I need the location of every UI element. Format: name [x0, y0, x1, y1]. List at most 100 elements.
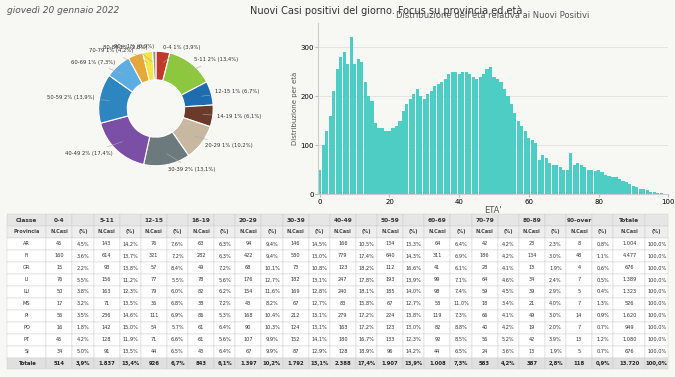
- Text: 12-15 1% (6,7%): 12-15 1% (6,7%): [202, 89, 260, 96]
- Bar: [475, 79, 478, 195]
- Bar: [479, 77, 482, 195]
- Bar: [580, 165, 583, 195]
- Bar: [472, 77, 475, 195]
- Bar: [322, 145, 325, 195]
- Bar: [643, 190, 645, 195]
- Bar: [409, 99, 412, 195]
- Bar: [576, 162, 579, 195]
- Bar: [482, 74, 485, 195]
- Bar: [402, 111, 405, 195]
- Bar: [527, 138, 531, 195]
- Bar: [493, 77, 495, 195]
- Bar: [587, 170, 590, 195]
- Text: 14-19 1% (6,1%): 14-19 1% (6,1%): [203, 114, 262, 119]
- Bar: [572, 165, 576, 195]
- Bar: [332, 91, 335, 195]
- Bar: [562, 170, 565, 195]
- Bar: [440, 81, 443, 195]
- Bar: [343, 52, 346, 195]
- Title: Distribuzione dell'età relativa ai Nuovi Positivi: Distribuzione dell'età relativa ai Nuovi…: [396, 11, 590, 20]
- Bar: [653, 192, 656, 195]
- Bar: [398, 121, 402, 195]
- Bar: [371, 101, 374, 195]
- Text: 50-59 2% (13,9%): 50-59 2% (13,9%): [47, 95, 109, 100]
- Text: 5-11 2% (13,4%): 5-11 2% (13,4%): [186, 57, 238, 72]
- Wedge shape: [182, 82, 213, 107]
- Bar: [639, 188, 642, 195]
- Bar: [447, 74, 450, 195]
- Bar: [618, 179, 621, 195]
- Bar: [329, 116, 332, 195]
- Bar: [451, 72, 454, 195]
- Bar: [541, 155, 544, 195]
- Bar: [461, 72, 464, 195]
- Bar: [443, 79, 447, 195]
- Wedge shape: [183, 105, 213, 127]
- Bar: [416, 89, 419, 195]
- Bar: [423, 99, 426, 195]
- Bar: [559, 167, 562, 195]
- Bar: [632, 185, 635, 195]
- Bar: [566, 170, 569, 195]
- Bar: [374, 123, 377, 195]
- Bar: [458, 74, 461, 195]
- Bar: [583, 167, 586, 195]
- Bar: [664, 194, 666, 195]
- Bar: [454, 72, 457, 195]
- Wedge shape: [101, 116, 150, 164]
- Bar: [614, 177, 618, 195]
- Wedge shape: [129, 53, 149, 83]
- Bar: [551, 165, 555, 195]
- Text: Nuovi Casi positivi del giorno. Focus su provincia ed età: Nuovi Casi positivi del giorno. Focus su…: [250, 6, 522, 16]
- Bar: [485, 69, 489, 195]
- Bar: [593, 171, 597, 195]
- Bar: [325, 130, 328, 195]
- Bar: [339, 57, 342, 195]
- Bar: [392, 128, 394, 195]
- Text: 0-4 1% (3,9%): 0-4 1% (3,9%): [163, 44, 201, 63]
- Bar: [412, 94, 415, 195]
- Bar: [514, 113, 516, 195]
- Bar: [611, 177, 614, 195]
- Wedge shape: [99, 75, 132, 123]
- Bar: [503, 89, 506, 195]
- Y-axis label: Distribuzione per età: Distribuzione per età: [291, 72, 298, 145]
- Bar: [318, 170, 321, 195]
- Bar: [468, 74, 471, 195]
- Bar: [405, 104, 408, 195]
- Bar: [437, 84, 440, 195]
- Wedge shape: [153, 51, 156, 80]
- Bar: [646, 190, 649, 195]
- Bar: [531, 140, 534, 195]
- Bar: [548, 162, 551, 195]
- Bar: [364, 81, 367, 195]
- Text: 80-89 1% (2,8%): 80-89 1% (2,8%): [103, 45, 147, 63]
- Bar: [545, 158, 548, 195]
- Bar: [395, 126, 398, 195]
- Text: 70-79 1% (4,2%): 70-79 1% (4,2%): [90, 48, 138, 66]
- Bar: [535, 143, 537, 195]
- Bar: [489, 67, 492, 195]
- Wedge shape: [109, 58, 142, 92]
- Bar: [649, 192, 653, 195]
- Bar: [426, 94, 429, 195]
- Bar: [625, 182, 628, 195]
- Text: giovedì 20 gennaio 2022: giovedì 20 gennaio 2022: [7, 6, 119, 15]
- Bar: [506, 96, 510, 195]
- Bar: [388, 130, 391, 195]
- Bar: [346, 64, 349, 195]
- Bar: [464, 72, 468, 195]
- Bar: [510, 104, 513, 195]
- Bar: [377, 128, 381, 195]
- Text: 60-69 1% (7,3%): 60-69 1% (7,3%): [71, 60, 124, 74]
- Bar: [524, 130, 527, 195]
- Bar: [360, 62, 363, 195]
- Bar: [335, 69, 339, 195]
- Wedge shape: [142, 51, 155, 81]
- Bar: [659, 193, 663, 195]
- Bar: [500, 81, 503, 195]
- Bar: [381, 128, 384, 195]
- Wedge shape: [163, 53, 207, 95]
- Text: 90+ 1% (0,9%): 90+ 1% (0,9%): [114, 44, 154, 62]
- Text: 30-39 2% (13,1%): 30-39 2% (13,1%): [167, 154, 215, 172]
